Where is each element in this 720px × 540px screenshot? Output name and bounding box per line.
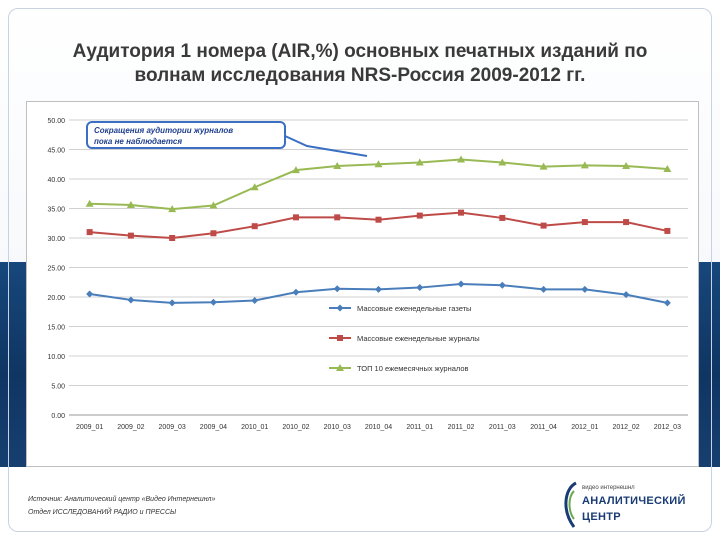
y-tick-label: 30.00 — [47, 236, 65, 243]
data-point — [85, 199, 94, 207]
callout-pointer — [284, 135, 368, 157]
data-point — [251, 223, 258, 230]
data-point — [127, 296, 135, 304]
x-tick-label: 2012_03 — [654, 424, 681, 431]
legend-label: Массовые еженедельные газеты — [357, 304, 471, 313]
legend-marker — [336, 364, 344, 371]
x-tick-label: 2012_01 — [571, 424, 598, 431]
y-tick-label: 50.00 — [47, 118, 65, 125]
data-point — [169, 235, 176, 241]
data-point — [86, 229, 93, 236]
data-point — [168, 205, 177, 213]
legend-label: ТОП 10 ежемесячных журналов — [357, 364, 469, 373]
callout-note: Сокращения аудитории журналов пока не на… — [86, 121, 286, 149]
x-tick-label: 2009_01 — [76, 424, 103, 431]
legend-marker — [337, 335, 343, 341]
data-point — [622, 291, 630, 299]
legend-label: Массовые еженедельные журналы — [357, 334, 480, 343]
title-line-1: Аудитория 1 номера (AIR,%) основных печа… — [72, 41, 648, 62]
data-point — [251, 297, 259, 305]
legend-marker — [336, 304, 344, 312]
data-point — [457, 280, 465, 288]
data-point — [540, 222, 547, 229]
y-tick-label: 10.00 — [47, 354, 65, 361]
y-tick-label: 25.00 — [47, 266, 65, 273]
data-point — [623, 219, 630, 226]
data-point — [622, 162, 631, 170]
x-tick-label: 2011_02 — [448, 424, 475, 431]
data-point — [375, 216, 382, 223]
data-point — [416, 212, 423, 219]
data-point — [498, 281, 506, 289]
y-tick-label: 15.00 — [47, 325, 65, 332]
x-tick-label: 2010_03 — [324, 424, 351, 431]
y-tick-label: 35.00 — [47, 207, 65, 214]
data-point — [540, 285, 548, 293]
logo-mark-icon — [564, 481, 577, 528]
data-point — [127, 232, 134, 239]
data-point — [539, 162, 548, 170]
callout-line-1: Сокращения аудитории журналов — [94, 126, 234, 135]
data-point — [168, 299, 176, 307]
y-tick-label: 40.00 — [47, 177, 65, 184]
data-point — [291, 166, 300, 174]
data-point — [126, 200, 135, 208]
y-tick-label: 20.00 — [47, 295, 65, 302]
data-point — [498, 158, 507, 166]
chart-container: 0.00 5.00 10.00 15.00 20.00 25.00 30.00 35.00 40… — [26, 101, 699, 467]
x-tick-label: 2011_03 — [489, 424, 516, 431]
x-tick-label: 2010_02 — [282, 424, 309, 431]
source-note: Источник: Аналитический центр «Видео Инт… — [28, 493, 288, 519]
data-point — [663, 164, 672, 172]
slide-background-bottom — [0, 467, 720, 540]
slide-frame — [8, 8, 712, 532]
data-point — [375, 285, 382, 293]
x-tick-label: 2011_04 — [530, 424, 557, 431]
logo-line-2: ЦЕНТР — [582, 511, 621, 523]
data-point — [334, 214, 341, 221]
data-point — [210, 230, 217, 237]
y-tick-label: 0.00 — [51, 413, 65, 420]
data-point — [581, 219, 588, 226]
x-tick-label: 2011_01 — [406, 424, 433, 431]
source-line-2: Отдел ИССЛЕДОВАНИЙ РАДИО и ПРЕССЫ — [28, 509, 177, 516]
y-tick-label: 5.00 — [51, 384, 65, 391]
data-point — [292, 214, 299, 221]
source-line-1: Источник: Аналитический центр «Видео Инт… — [28, 496, 216, 503]
data-point — [415, 158, 424, 166]
data-point — [333, 285, 341, 293]
logo-small-text: видео интернешнл — [582, 485, 635, 491]
x-tick-label: 2010_04 — [365, 424, 392, 431]
data-point — [86, 290, 94, 298]
data-point — [209, 201, 218, 209]
data-point — [209, 298, 217, 306]
data-point — [374, 160, 383, 168]
data-point — [292, 288, 300, 296]
line-chart: 0.00 5.00 10.00 15.00 20.00 25.00 30.00 35.00 40… — [47, 118, 688, 431]
data-point — [458, 209, 465, 216]
x-tick-label: 2009_04 — [200, 424, 227, 431]
data-point — [581, 285, 589, 293]
data-point — [416, 284, 424, 292]
x-tick-label: 2012_02 — [612, 424, 639, 431]
y-tick-label: 45.00 — [47, 148, 65, 155]
series-line-2 — [89, 211, 668, 240]
data-point — [663, 299, 671, 307]
data-point — [333, 162, 342, 170]
title-line-2: волнам исследования NRS-Россия 2009-2012… — [134, 65, 586, 86]
x-tick-label: 2009_02 — [117, 424, 144, 431]
slide-title: Аудитория 1 номера (AIR,%) основных печа… — [30, 40, 690, 88]
data-point — [250, 183, 259, 191]
company-logo: видео интернешнл АНАЛИТИЧЕСКИЙ ЦЕНТР — [560, 481, 710, 531]
logo-line-1: АНАЛИТИЧЕСКИЙ — [582, 495, 686, 507]
data-point — [457, 155, 466, 163]
x-tick-label: 2010_01 — [241, 424, 268, 431]
callout-line-2: пока не наблюдается — [94, 137, 183, 146]
data-point — [499, 214, 506, 221]
data-point — [580, 161, 589, 169]
data-point — [664, 227, 671, 234]
x-tick-label: 2009_03 — [159, 424, 186, 431]
